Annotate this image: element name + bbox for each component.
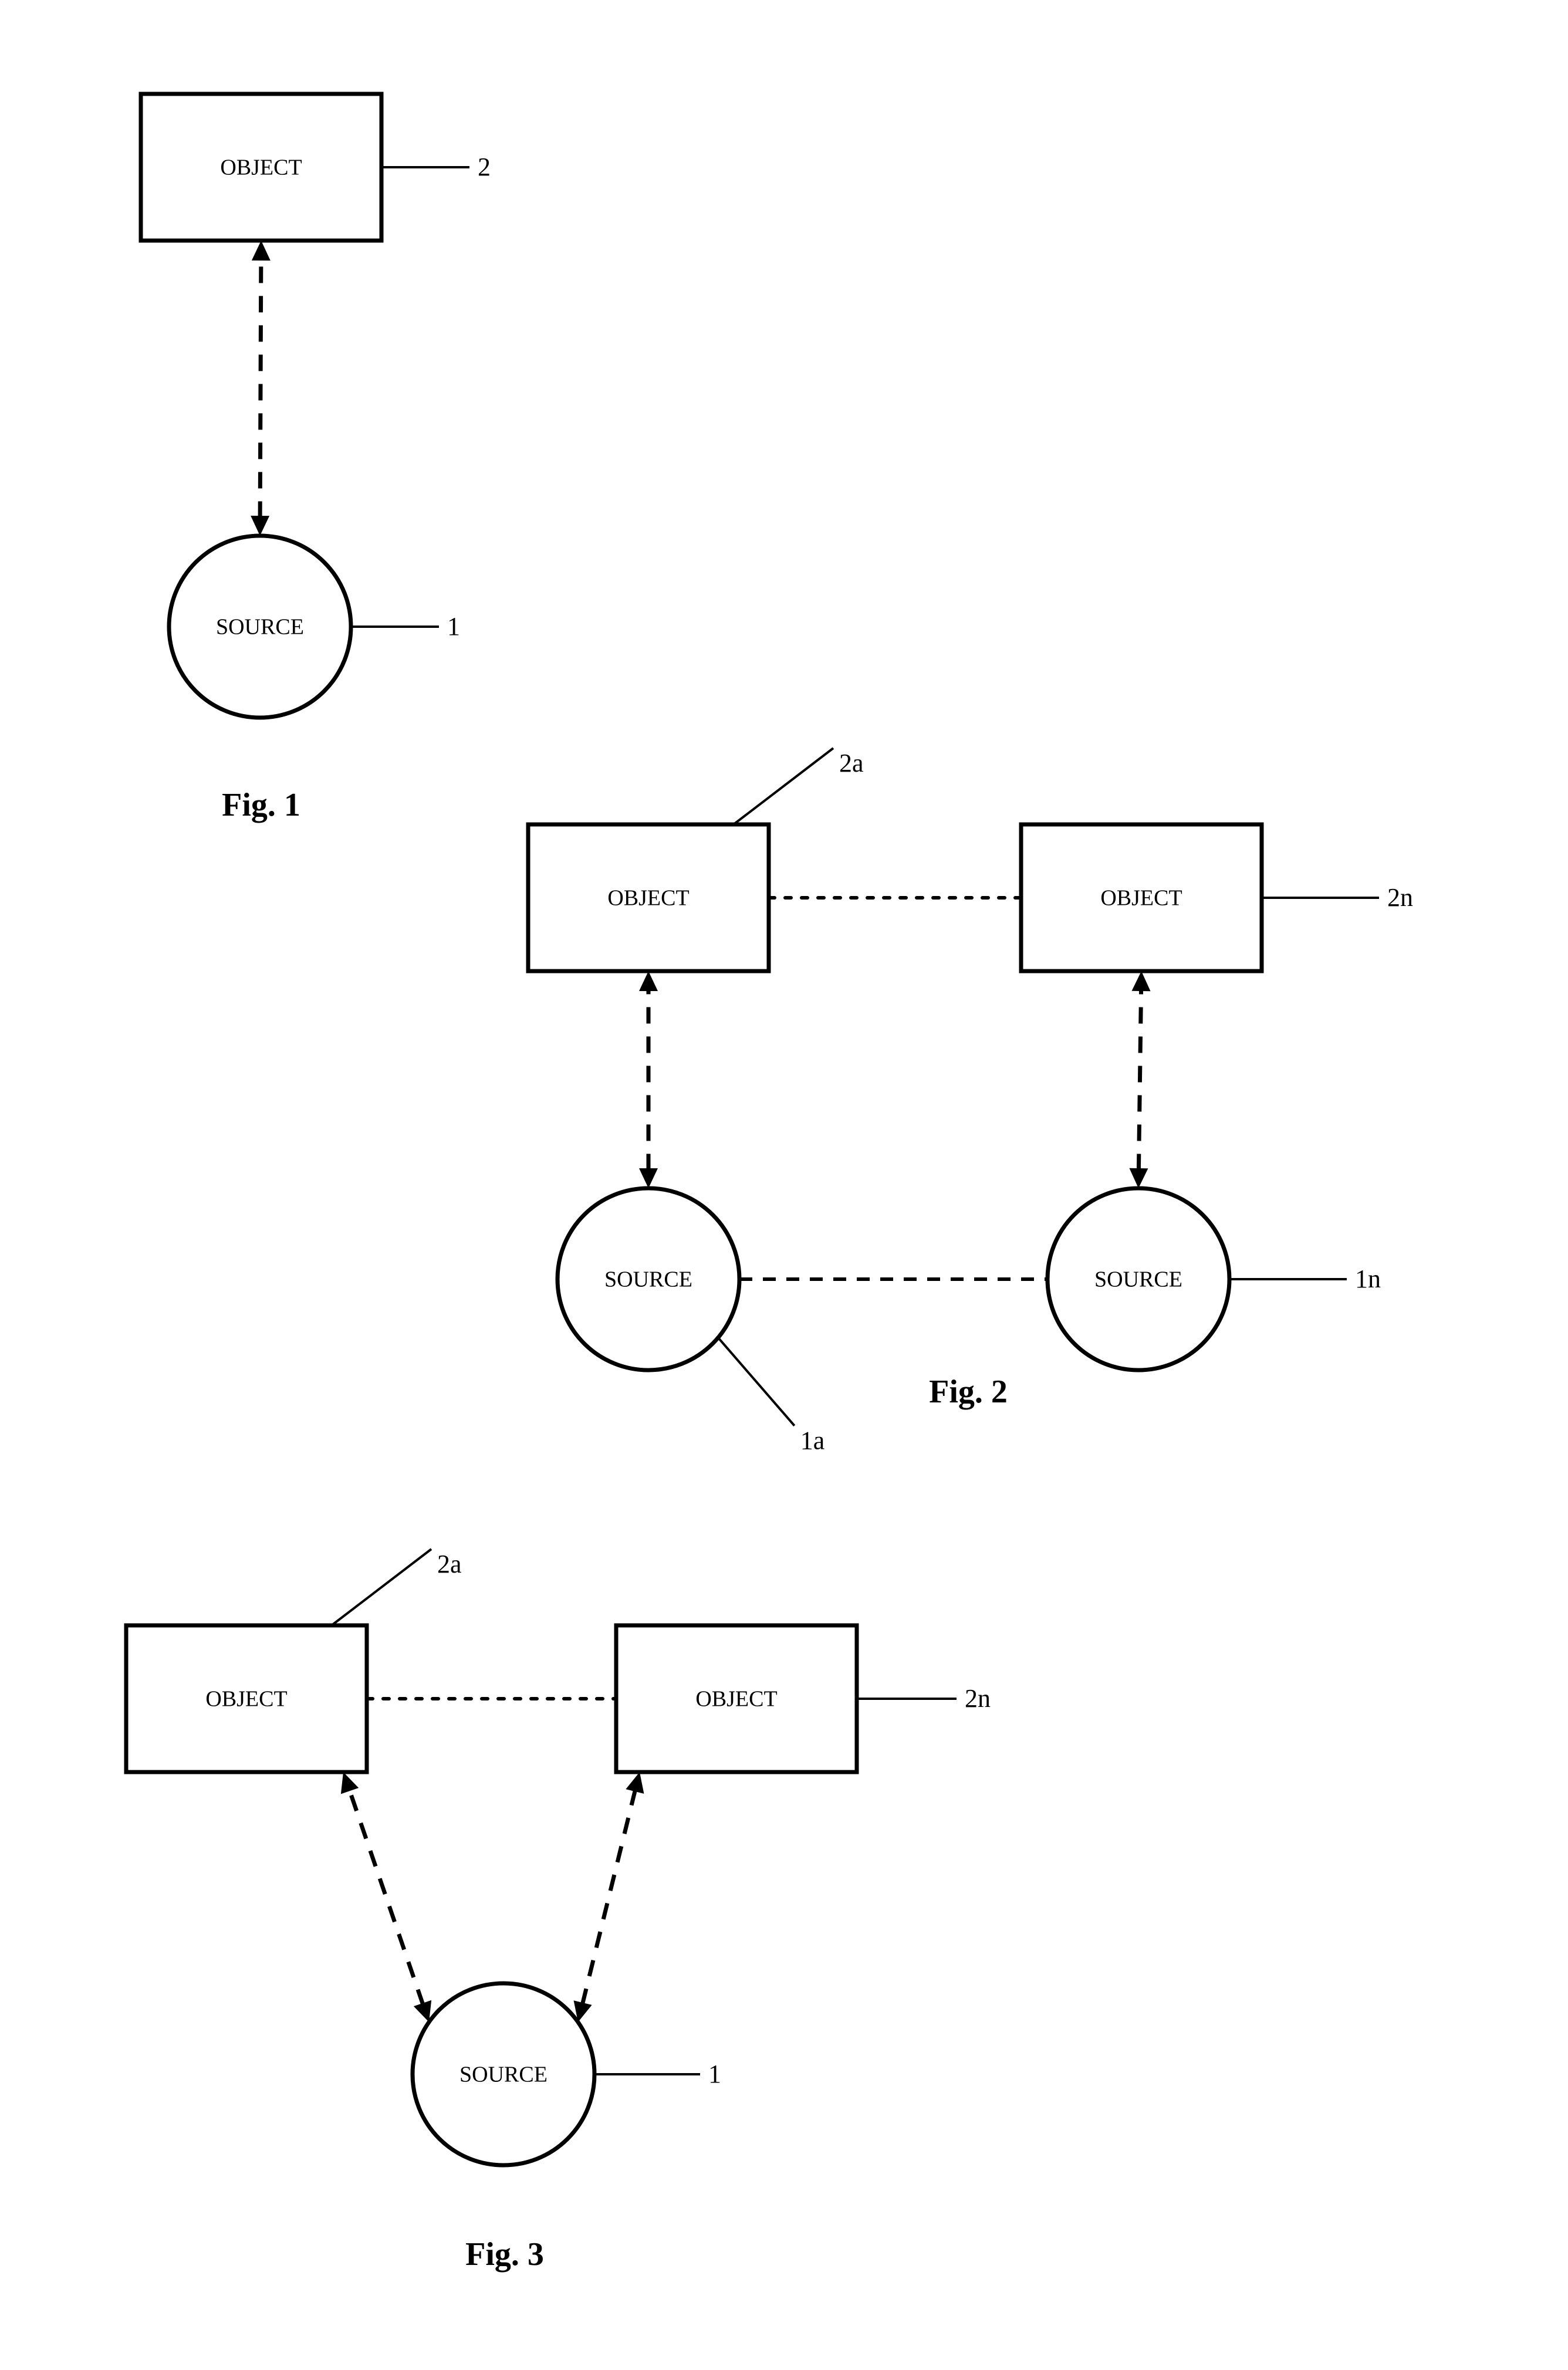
svg-text:Fig. 2: Fig. 2 xyxy=(929,1374,1008,1410)
svg-text:OBJECT: OBJECT xyxy=(607,886,689,911)
svg-text:OBJECT: OBJECT xyxy=(1100,886,1182,911)
svg-text:Fig. 1: Fig. 1 xyxy=(222,787,300,823)
svg-text:2a: 2a xyxy=(839,749,864,777)
svg-text:2: 2 xyxy=(478,153,491,181)
fig1-arrow xyxy=(260,259,261,518)
fig3-arrow-right xyxy=(582,1790,635,2005)
fig3-arrow-left xyxy=(349,1789,423,2005)
leader-line xyxy=(734,748,833,824)
svg-text:SOURCE: SOURCE xyxy=(459,2063,548,2087)
svg-text:2n: 2n xyxy=(1387,883,1413,912)
svg-text:2a: 2a xyxy=(437,1550,462,1578)
svg-text:1: 1 xyxy=(708,2060,721,2088)
leader-line xyxy=(718,1338,795,1426)
svg-text:OBJECT: OBJECT xyxy=(220,155,302,180)
svg-text:OBJECT: OBJECT xyxy=(695,1687,777,1712)
fig2-arrow-n xyxy=(1138,989,1141,1171)
svg-text:Fig. 3: Fig. 3 xyxy=(465,2236,544,2273)
svg-text:1n: 1n xyxy=(1355,1265,1381,1293)
svg-text:SOURCE: SOURCE xyxy=(604,1267,692,1292)
svg-text:2n: 2n xyxy=(965,1684,991,1713)
leader-line xyxy=(332,1549,431,1625)
diagram-canvas: OBJECT SOURCE 2 1 Fig. 1 OBJECT OBJECT SOURCE SO… xyxy=(0,0,1568,2370)
svg-text:1a: 1a xyxy=(800,1426,825,1455)
svg-text:SOURCE: SOURCE xyxy=(216,615,304,640)
svg-text:1: 1 xyxy=(447,612,460,641)
svg-text:OBJECT: OBJECT xyxy=(205,1687,287,1712)
svg-text:SOURCE: SOURCE xyxy=(1094,1267,1182,1292)
